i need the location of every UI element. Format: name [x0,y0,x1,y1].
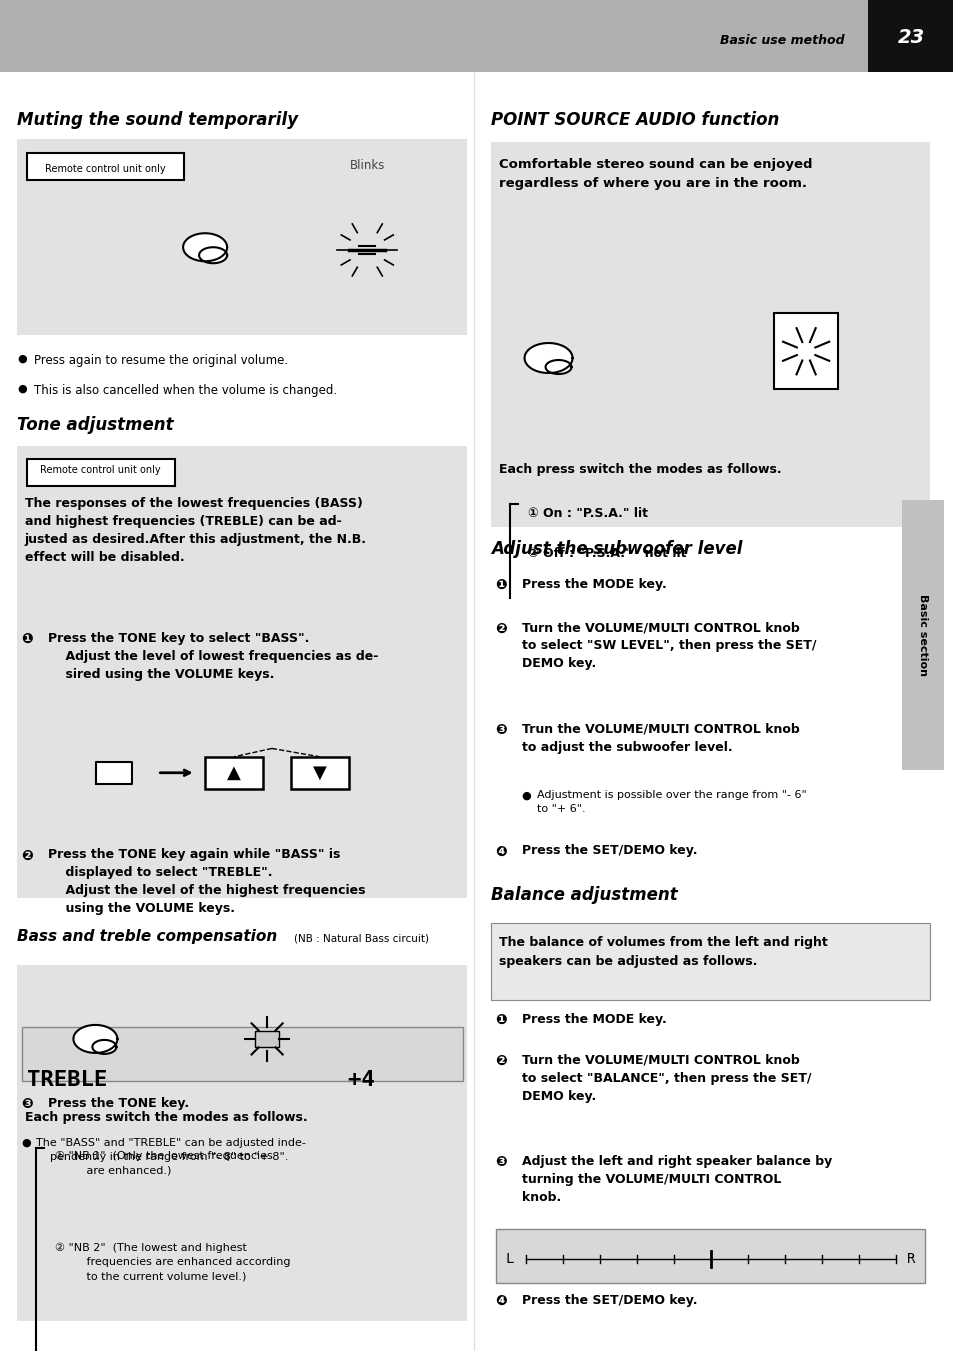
Bar [17,965,467,1321]
Text: Adjust the left and right speaker balance by
turning the VOLUME/MULTI CONTROL
kn: Adjust the left and right speaker balanc… [521,1155,831,1204]
Text: Blinks: Blinks [349,159,385,173]
Text: Muting the sound temporarily: Muting the sound temporarily [17,111,298,128]
Polygon shape [92,1040,116,1054]
Text: ❶: ❶ [495,1013,506,1027]
Bar [901,500,943,770]
Text: Adjustment is possible over the range from "- 6"
to "+ 6".: Adjustment is possible over the range fr… [537,790,806,815]
Text: ▼: ▼ [313,763,327,782]
Text: ❹: ❹ [495,1294,506,1308]
Text: ② "NB 2"  (The lowest and highest
         frequencies are enhanced according
  : ② "NB 2" (The lowest and highest frequen… [55,1243,291,1281]
Bar [17,446,467,898]
Polygon shape [545,359,571,374]
Bar [496,1229,924,1283]
Bar [867,0,953,72]
Text: Turn the VOLUME/MULTI CONTROL knob
to select "SW LEVEL", then press the SET/
DEM: Turn the VOLUME/MULTI CONTROL knob to se… [521,621,816,670]
Bar [17,139,467,335]
Text: ●: ● [21,1138,30,1147]
Text: Basic use method: Basic use method [719,34,843,47]
Text: Press again to resume the original volume.: Press again to resume the original volum… [34,354,288,367]
Text: Balance adjustment: Balance adjustment [491,886,678,904]
Text: Press the TONE key.: Press the TONE key. [48,1097,189,1111]
Text: Bass and treble compensation: Bass and treble compensation [17,929,277,944]
Text: ▲: ▲ [227,763,241,782]
Polygon shape [199,247,227,263]
Text: Comfortable stereo sound can be enjoyed
regardless of where you are in the room.: Comfortable stereo sound can be enjoyed … [498,158,812,190]
Text: ❷: ❷ [495,621,506,635]
Text: 23: 23 [897,28,923,47]
Text: ❷: ❷ [21,848,32,862]
Text: (NB : Natural Bass circuit): (NB : Natural Bass circuit) [294,934,429,943]
Text: ●: ● [17,384,27,393]
Text: POINT SOURCE AUDIO function: POINT SOURCE AUDIO function [491,111,779,128]
Text: ●: ● [17,354,27,363]
Text: R: R [906,1252,915,1266]
Text: The balance of volumes from the left and right
speakers can be adjusted as follo: The balance of volumes from the left and… [498,936,827,969]
Bar [27,153,184,180]
Polygon shape [73,1025,117,1052]
Text: Press the TONE key again while "BASS" is
    displayed to select "TREBLE".
    A: Press the TONE key again while "BASS" is… [48,848,365,916]
Text: ① "NB 1"  (Only the lowest frequencies
         are enhanced.): ① "NB 1" (Only the lowest frequencies ar… [55,1151,273,1175]
Text: Press the MODE key.: Press the MODE key. [521,578,666,592]
Text: Press the SET/DEMO key.: Press the SET/DEMO key. [521,844,697,858]
Text: Press the SET/DEMO key.: Press the SET/DEMO key. [521,1294,697,1308]
Text: Each press switch the modes as follows.: Each press switch the modes as follows. [25,1111,307,1124]
Bar [22,1027,462,1081]
Bar [491,142,929,527]
Text: Trun the VOLUME/MULTI CONTROL knob
to adjust the subwoofer level.: Trun the VOLUME/MULTI CONTROL knob to ad… [521,723,799,754]
Text: ① On : "P.S.A." lit: ① On : "P.S.A." lit [527,507,647,520]
Text: ❶: ❶ [495,578,506,592]
Bar [27,459,174,486]
Polygon shape [96,762,132,784]
Polygon shape [183,234,227,261]
Text: ❸: ❸ [495,1155,506,1169]
Text: Adjust the subwoofer level: Adjust the subwoofer level [491,540,742,558]
Text: TREBLE                  +4: TREBLE +4 [27,1070,375,1090]
Text: Tone adjustment: Tone adjustment [17,416,173,434]
Text: ❹: ❹ [495,844,506,858]
Text: This is also cancelled when the volume is changed.: This is also cancelled when the volume i… [34,384,337,397]
Text: Each press switch the modes as follows.: Each press switch the modes as follows. [498,463,781,477]
Bar [491,923,929,1000]
Text: ❸: ❸ [495,723,506,736]
Text: ●: ● [521,790,531,800]
Text: Press the MODE key.: Press the MODE key. [521,1013,666,1027]
Text: Basic section: Basic section [917,594,927,676]
Polygon shape [524,343,572,373]
Bar [773,313,838,389]
Bar [0,0,953,72]
Bar [205,757,263,789]
Bar [291,757,349,789]
Text: ❶: ❶ [21,632,32,646]
Text: The responses of the lowest frequencies (BASS)
and highest frequencies (TREBLE) : The responses of the lowest frequencies … [25,497,366,565]
Text: ❷: ❷ [495,1054,506,1067]
Text: Remote control unit only: Remote control unit only [40,465,161,476]
Text: ❸: ❸ [21,1097,32,1111]
Text: Remote control unit only: Remote control unit only [45,163,166,174]
Text: The "BASS" and "TREBLE" can be adjusted inde-
    pendently in the range from "-: The "BASS" and "TREBLE" can be adjusted … [36,1138,306,1162]
Text: L: L [505,1252,514,1266]
Bar [254,1031,279,1047]
Text: Turn the VOLUME/MULTI CONTROL knob
to select "BALANCE", then press the SET/
DEMO: Turn the VOLUME/MULTI CONTROL knob to se… [521,1054,810,1102]
Text: ② Off : "P.S.A."   not lit: ② Off : "P.S.A." not lit [527,547,685,561]
Text: Press the TONE key to select "BASS".
    Adjust the level of lowest frequencies : Press the TONE key to select "BASS". Adj… [48,632,377,681]
